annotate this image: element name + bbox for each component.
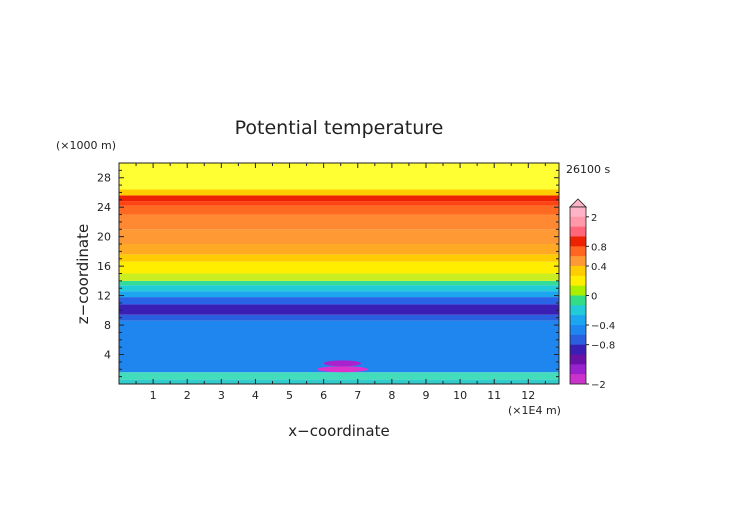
y-tick-label: 4 <box>104 349 111 362</box>
contour-band-19 <box>119 163 559 190</box>
y-tick-label: 16 <box>97 260 111 273</box>
contour-band-12 <box>119 244 559 255</box>
colorbar-label: −0.8 <box>591 341 615 352</box>
y-tick-label: 20 <box>97 231 111 244</box>
colorbar-segment <box>570 207 586 218</box>
anomaly-0 <box>316 366 368 373</box>
colorbar-label: 2 <box>591 213 597 224</box>
contour-band-6 <box>119 291 559 298</box>
colorbar-label: −0.4 <box>591 321 615 332</box>
contour-band-11 <box>119 254 559 262</box>
x-unit-label: (×1E4 m) <box>508 404 561 417</box>
y-tick-label: 12 <box>97 290 111 303</box>
contour-band-10 <box>119 261 559 274</box>
x-tick-label: 1 <box>150 389 157 402</box>
y-tick-label: 8 <box>104 319 111 332</box>
colorbar-segment <box>570 216 586 227</box>
x-tick-label: 9 <box>422 389 429 402</box>
chart-title: Potential temperature <box>235 117 444 139</box>
contour-band-9 <box>119 273 559 281</box>
colorbar-segment <box>570 256 586 267</box>
x-axis-label: x−coordinate <box>288 422 389 440</box>
contour-band-13 <box>119 229 559 245</box>
contour-band-8 <box>119 280 559 286</box>
colorbar-segment <box>570 305 586 316</box>
colorbar-segment <box>570 295 586 306</box>
x-tick-label: 5 <box>286 389 293 402</box>
colorbar-segment <box>570 236 586 247</box>
colorbar-label: 0.8 <box>591 242 607 253</box>
colorbar-segment <box>570 246 586 257</box>
contour-band-14 <box>119 214 559 230</box>
x-tick-label: 11 <box>487 389 501 402</box>
contour-band-0 <box>119 379 559 384</box>
plot-area <box>119 163 559 384</box>
colorbar-segment <box>570 354 586 365</box>
colorbar-label: −2 <box>591 380 606 391</box>
colorbar-segment <box>570 374 586 385</box>
x-tick-label: 4 <box>252 389 259 402</box>
y-tick-label: 28 <box>97 172 111 185</box>
x-tick-label: 6 <box>320 389 327 402</box>
colorbar-segment <box>570 275 586 286</box>
contour-band-18 <box>119 189 559 196</box>
colorbar-label: 0.4 <box>591 262 607 273</box>
contour-band-15 <box>119 205 559 215</box>
colorbar-segment <box>570 315 586 326</box>
contour-band-17 <box>119 195 559 202</box>
y-unit-label: (×1000 m) <box>56 139 116 152</box>
y-tick-label: 24 <box>97 201 111 214</box>
colorbar-segment <box>570 325 586 336</box>
x-tick-label: 3 <box>218 389 225 402</box>
colorbar-segment <box>570 364 586 375</box>
colorbar-segment <box>570 285 586 296</box>
colorbar-arrow-top <box>569 198 587 208</box>
colorbar-segment <box>570 334 586 345</box>
time-label: 26100 s <box>566 163 610 176</box>
colorbar-label: 0 <box>591 292 597 303</box>
contour-band-1 <box>119 372 559 380</box>
colorbar-segment <box>570 344 586 355</box>
x-tick-label: 7 <box>354 389 361 402</box>
x-tick-label: 10 <box>453 389 467 402</box>
x-tick-label: 12 <box>521 389 535 402</box>
contour-band-16 <box>119 201 559 206</box>
colorbar: 2 0.8 0.4 0 −0.4 −0.8 −2 <box>569 198 615 391</box>
y-axis-label: z−coordinate <box>74 224 92 324</box>
contour-band-4 <box>119 304 559 315</box>
colorbar-segment <box>570 266 586 277</box>
contour-band-7 <box>119 285 559 292</box>
anomaly-1 <box>323 360 362 367</box>
contour-band-5 <box>119 297 559 305</box>
x-tick-label: 8 <box>388 389 395 402</box>
x-tick-label: 2 <box>184 389 191 402</box>
colorbar-segment <box>570 226 586 237</box>
contour-band-3 <box>119 314 559 321</box>
